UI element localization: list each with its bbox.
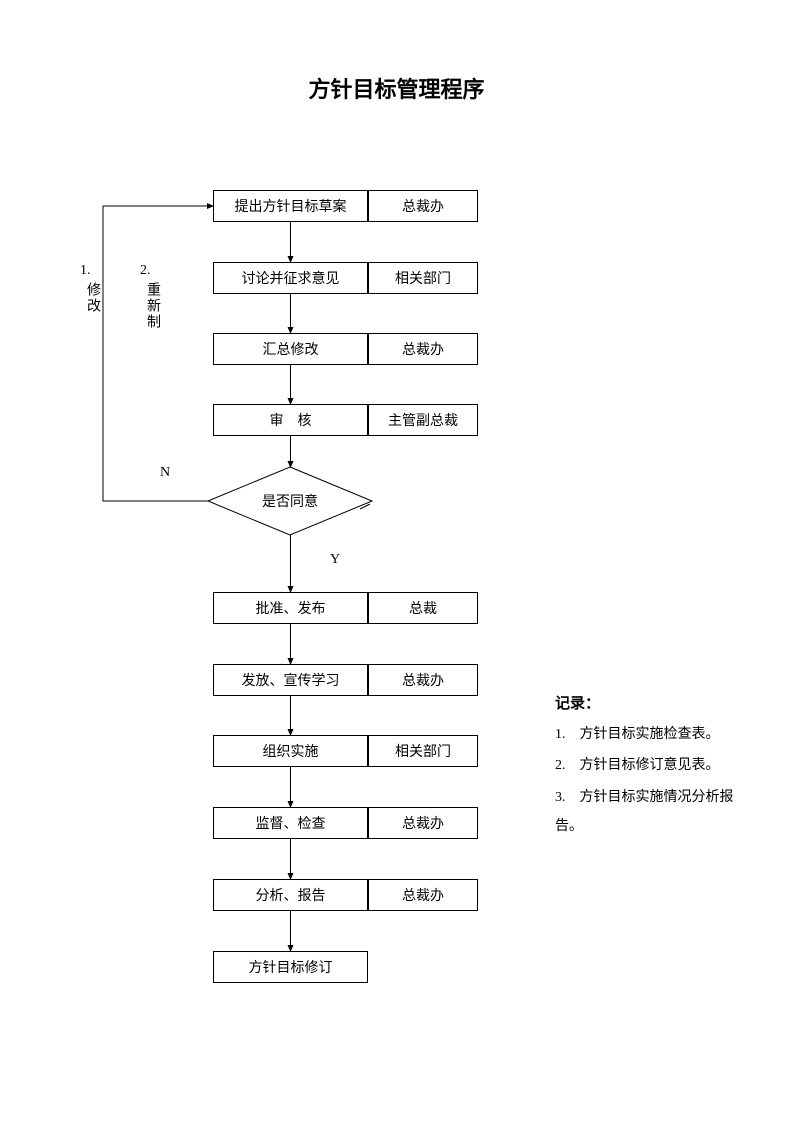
records-item: 2. 方针目标修订意见表。	[555, 751, 745, 780]
owner-box: 总裁办	[368, 807, 478, 839]
side-label-1-num: 1.	[80, 263, 91, 279]
owner-box: 主管副总裁	[368, 404, 478, 436]
svg-text:是否同意: 是否同意	[262, 493, 318, 510]
owner-box: 总裁	[368, 592, 478, 624]
step-box: 监督、检查	[213, 807, 368, 839]
side-label-2-num: 2.	[140, 263, 151, 279]
owner-box: 总裁办	[368, 190, 478, 222]
branch-yes-label: Y	[330, 552, 340, 568]
owner-box: 总裁办	[368, 664, 478, 696]
page-title: 方针目标管理程序	[0, 72, 793, 104]
flowchart-connectors: 是否同意	[0, 0, 793, 1122]
branch-no-label: N	[160, 465, 170, 481]
step-box: 讨论并征求意见	[213, 262, 368, 294]
side-label-2-text: 重新制	[142, 282, 162, 330]
records-list: 1. 方针目标实施检查表。2. 方针目标修订意见表。 3. 方针目标实施情况分析报…	[555, 720, 745, 844]
records-item: 1. 方针目标实施检查表。	[555, 720, 745, 749]
side-label-1-text: 修改	[82, 282, 102, 314]
owner-box: 总裁办	[368, 879, 478, 911]
step-box: 审 核	[213, 404, 368, 436]
step-box: 批准、发布	[213, 592, 368, 624]
owner-box: 总裁办	[368, 333, 478, 365]
owner-box: 相关部门	[368, 262, 478, 294]
step-box: 提出方针目标草案	[213, 190, 368, 222]
step-box: 分析、报告	[213, 879, 368, 911]
step-box: 组织实施	[213, 735, 368, 767]
step-box: 方针目标修订	[213, 951, 368, 983]
records-title: 记录：	[555, 692, 600, 713]
step-box: 汇总修改	[213, 333, 368, 365]
owner-box: 相关部门	[368, 735, 478, 767]
records-item: 3. 方针目标实施情况分析报告。	[555, 783, 745, 842]
step-box: 发放、宣传学习	[213, 664, 368, 696]
